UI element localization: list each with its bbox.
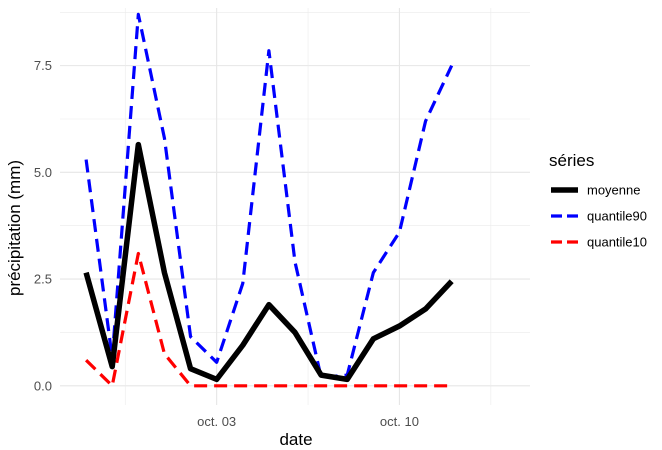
x-tick-label: oct. 03 xyxy=(197,414,236,429)
series-line-quantile90 xyxy=(84,12,454,379)
legend: séries moyenne quantile90 quantile10 xyxy=(549,151,647,250)
series-line-moyenne xyxy=(83,141,454,383)
y-tick-label: 7.5 xyxy=(34,58,52,73)
legend-label-quantile10: quantile10 xyxy=(587,235,647,250)
y-tick-label: 5.0 xyxy=(34,165,52,180)
legend-label-quantile90: quantile90 xyxy=(587,209,647,224)
y-tick-label: 2.5 xyxy=(34,272,52,287)
x-tick-label: oct. 10 xyxy=(380,414,419,429)
y-axis-title: précipitation (mm) xyxy=(5,160,24,296)
legend-title: séries xyxy=(549,151,594,170)
x-axis-title: date xyxy=(279,430,312,449)
series-lines xyxy=(83,12,454,388)
y-axis-ticks: 0.0 2.5 5.0 7.5 xyxy=(34,58,52,393)
x-axis-ticks: oct. 03 oct. 10 xyxy=(197,414,419,429)
series-line-quantile10 xyxy=(84,251,452,388)
y-tick-label: 0.0 xyxy=(34,378,52,393)
legend-label-moyenne: moyenne xyxy=(587,183,640,198)
